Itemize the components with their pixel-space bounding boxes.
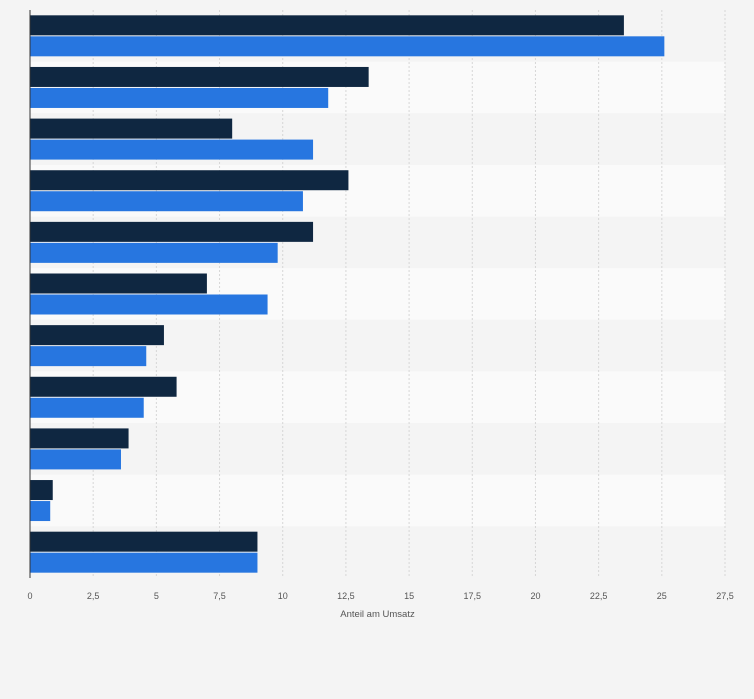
- bar-series-1: [30, 325, 164, 346]
- row-band: [30, 423, 725, 475]
- bar-series-2: [30, 87, 329, 108]
- bars: [30, 15, 665, 573]
- x-tick-label: 25: [657, 591, 667, 601]
- bar-series-1: [30, 273, 207, 294]
- x-tick-label: 10: [278, 591, 288, 601]
- x-tick-label: 7,5: [213, 591, 226, 601]
- bar-series-2: [30, 552, 258, 573]
- x-tick-labels: 0 2,5 5 7,5 10 12,5 15 17,5 20 22,5 25 27,5: [27, 591, 733, 601]
- x-tick-label: 2,5: [87, 591, 100, 601]
- bar-series-1: [30, 531, 258, 552]
- x-axis-title: Anteil am Umsatz: [340, 609, 415, 620]
- bar-series-1: [30, 480, 53, 501]
- x-tick-label: 22,5: [590, 591, 608, 601]
- bar-series-1: [30, 15, 624, 36]
- bar-series-1: [30, 221, 314, 242]
- bar-series-1: [30, 376, 177, 397]
- bar-series-2: [30, 397, 144, 418]
- row-band: [30, 474, 725, 527]
- x-tick-label: 5: [154, 591, 159, 601]
- bar-series-2: [30, 501, 51, 522]
- x-tick-label: 0: [27, 591, 32, 601]
- bar-series-2: [30, 139, 314, 160]
- x-tick-label: 20: [530, 591, 540, 601]
- x-tick-label: 15: [404, 591, 414, 601]
- bar-series-1: [30, 170, 349, 191]
- bar-series-1: [30, 118, 233, 139]
- bar-series-2: [30, 449, 121, 470]
- x-tick-label: 17,5: [464, 591, 482, 601]
- bar-series-2: [30, 36, 665, 57]
- bar-series-2: [30, 294, 268, 315]
- bar-series-2: [30, 346, 147, 367]
- bar-series-2: [30, 242, 278, 263]
- x-tick-label: 12,5: [337, 591, 355, 601]
- x-tick-label: 27,5: [716, 591, 734, 601]
- row-bands: [30, 10, 725, 578]
- bar-series-2: [30, 191, 303, 212]
- bar-series-1: [30, 66, 369, 87]
- bar-series-1: [30, 428, 129, 449]
- grid-lines: [92, 10, 726, 578]
